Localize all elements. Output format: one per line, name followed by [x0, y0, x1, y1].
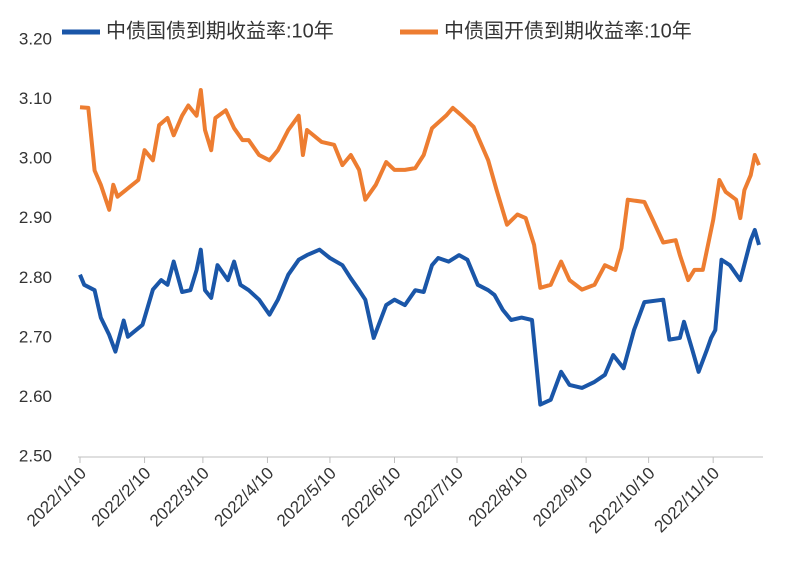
y-tick-label: 3.00: [19, 149, 52, 168]
line-series: [78, 228, 761, 407]
y-tick-label: 2.80: [19, 268, 52, 287]
y-tick-label: 3.20: [19, 29, 52, 48]
x-tick-label: 2022/1/10: [23, 464, 90, 531]
x-tick-label: 2022/9/10: [529, 464, 596, 531]
legend: 中债国债到期收益率:10年 中债国开债到期收益率:10年: [62, 19, 692, 42]
x-tick-label: 2022/2/10: [88, 464, 155, 531]
x-tick-label: 2022/6/10: [338, 464, 405, 531]
x-tick-label: 2022/4/10: [211, 464, 278, 531]
y-tick-label: 2.50: [19, 446, 52, 465]
legend-label: 中债国债到期收益率:10年: [106, 19, 334, 42]
line-series: [79, 88, 761, 292]
legend-label: 中债国开债到期收益率:10年: [444, 19, 692, 42]
x-tick-label: 2022/7/10: [400, 464, 467, 531]
y-tick-label: 2.60: [19, 387, 52, 406]
x-tick-label: 2022/10/10: [585, 464, 659, 538]
y-tick-label: 2.70: [19, 327, 52, 346]
y-tick-label: 2.90: [19, 208, 52, 227]
x-tick-label: 2022/5/10: [273, 464, 340, 531]
y-tick-label: 3.10: [19, 89, 52, 108]
x-tick-label: 2022/8/10: [465, 464, 532, 531]
x-tick-label: 2022/3/10: [146, 464, 213, 531]
x-tick-label: 2022/11/10: [650, 464, 723, 537]
